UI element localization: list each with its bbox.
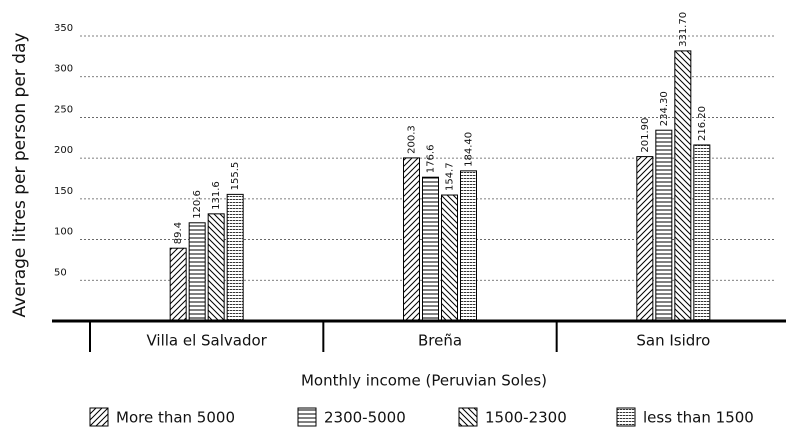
- y-axis-label: Average litres per person per day: [10, 33, 30, 318]
- value-label: 176.6: [426, 145, 437, 174]
- x-tick-label: San Isidro: [636, 332, 710, 350]
- legend-label: 1500-2300: [485, 409, 567, 427]
- value-label: 131.6: [211, 181, 222, 210]
- bar: [460, 170, 477, 322]
- bar: [403, 157, 420, 322]
- y-tick-label: 150: [54, 186, 73, 197]
- legend-swatch: [89, 407, 109, 427]
- bar: [693, 144, 711, 322]
- bar: [188, 222, 206, 322]
- legend-label: 2300-5000: [324, 409, 406, 427]
- y-tick-label: 300: [54, 64, 73, 75]
- y-tick-label: 250: [54, 104, 73, 115]
- legend-swatch: [297, 407, 317, 427]
- value-label: 89.4: [173, 222, 184, 244]
- value-label: 234.30: [659, 91, 670, 126]
- bar: [422, 176, 439, 322]
- value-label: 120.6: [192, 190, 203, 219]
- y-tick-label: 350: [54, 23, 73, 34]
- bar: [441, 194, 458, 322]
- legend-label: less than 1500: [643, 409, 754, 427]
- bar: [169, 247, 187, 322]
- y-tick-label: 100: [54, 227, 73, 238]
- bar: [636, 156, 654, 322]
- y-tick-label: 50: [54, 267, 67, 278]
- x-axis-label: Monthly income (Peruvian Soles): [301, 372, 547, 390]
- x-tick-label: Villa el Salvador: [146, 332, 267, 350]
- value-label: 154.7: [445, 162, 456, 191]
- legend-swatch: [458, 407, 478, 427]
- value-label: 200.3: [407, 125, 418, 154]
- value-label: 201.90: [640, 118, 651, 153]
- value-label: 155.5: [230, 162, 241, 191]
- y-tick-label: 200: [54, 145, 73, 156]
- legend-label: More than 5000: [116, 409, 235, 427]
- x-tick-label: Breña: [418, 332, 462, 350]
- value-label: 184.40: [464, 132, 475, 167]
- bar: [674, 50, 692, 322]
- value-label: 331.70: [678, 12, 689, 47]
- bar: [655, 129, 673, 322]
- bar: [207, 213, 225, 322]
- value-label: 216.20: [697, 106, 708, 141]
- bar: [226, 193, 244, 322]
- legend-swatch: [616, 407, 636, 427]
